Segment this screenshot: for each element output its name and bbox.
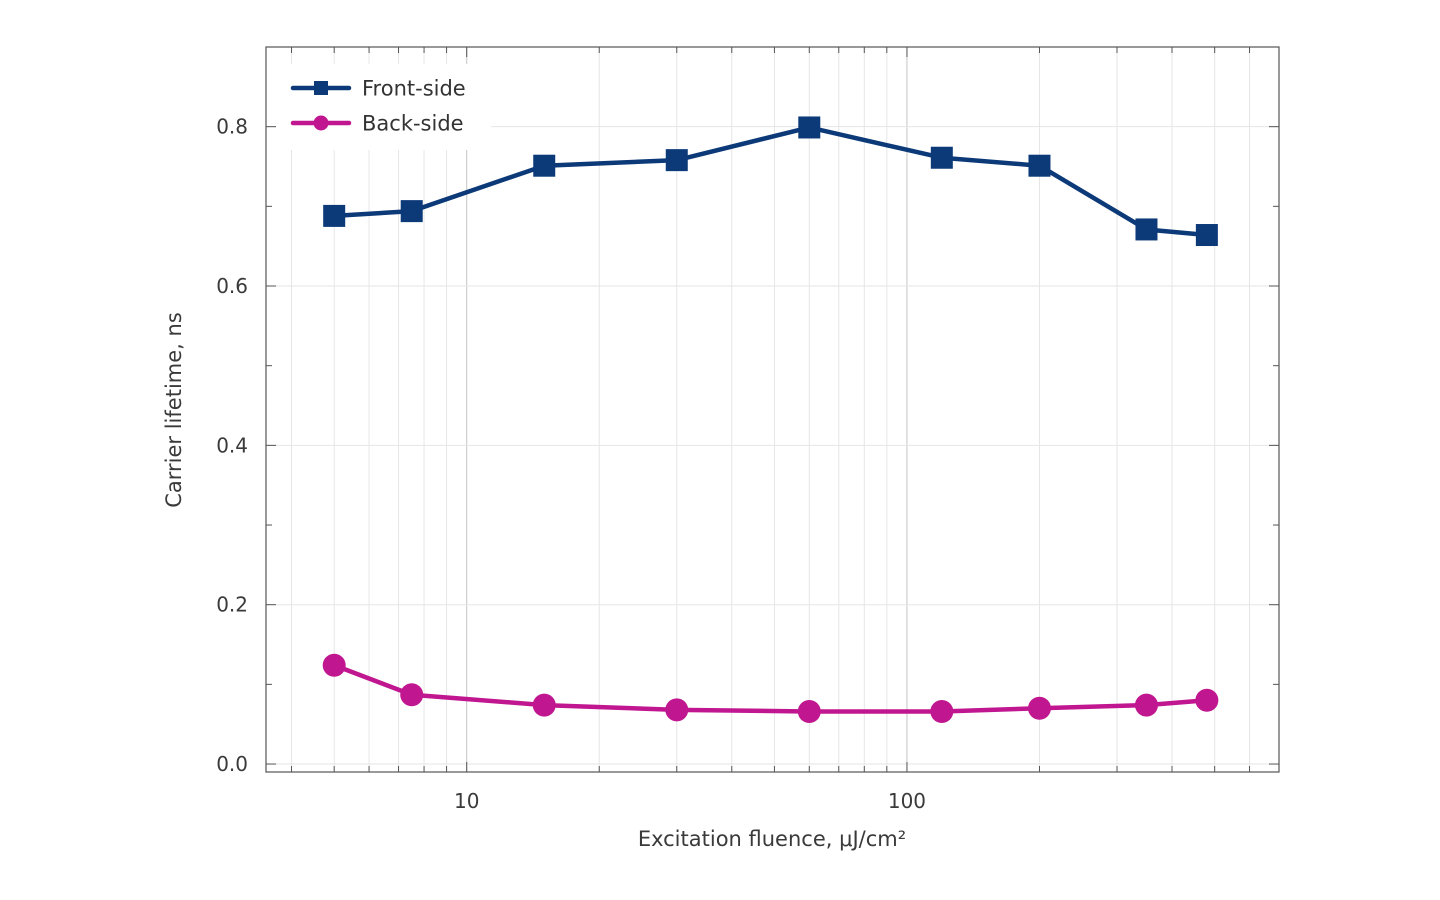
tick-labels: 10 100 0.0 0.2 0.4 0.6 0.8 [216, 115, 926, 813]
data-point [323, 204, 346, 227]
plot-frame [265, 46, 1280, 773]
legend-label: Back-side [362, 112, 464, 136]
data-point [665, 149, 688, 172]
data-point [1195, 688, 1219, 712]
data-point [1027, 696, 1051, 720]
data-point [798, 116, 821, 139]
x-tick-label: 100 [888, 789, 926, 813]
legend-square-marker [314, 81, 328, 95]
data-point [322, 653, 346, 677]
data-point [1135, 218, 1158, 241]
data-point [400, 200, 423, 223]
data-point [665, 698, 689, 722]
legend-label: Front-side [362, 77, 466, 101]
legend-circle-marker [313, 115, 329, 131]
legend: Front-side Back-side [276, 64, 491, 150]
y-tick-label: 0.6 [216, 274, 248, 298]
data-point [533, 154, 556, 177]
data-point [400, 683, 424, 707]
data-point [930, 699, 954, 723]
y-tick-label: 0.2 [216, 593, 248, 617]
y-tick-label: 0.0 [216, 752, 248, 776]
axis-ticks [266, 47, 1280, 772]
data-point [797, 699, 821, 723]
data-point [1195, 224, 1218, 247]
data-point [1028, 154, 1051, 177]
legend-item: Front-side [290, 77, 466, 101]
series-back-side [322, 653, 1219, 723]
series-group [322, 116, 1219, 723]
y-tick-label: 0.4 [216, 433, 248, 457]
legend-item: Back-side [290, 112, 464, 136]
y-tick-label: 0.8 [216, 115, 248, 139]
x-axis-label: Excitation fluence, μJ/cm² [638, 827, 906, 851]
data-point [532, 693, 556, 717]
legend-box [276, 64, 491, 150]
y-axis-label: Carrier lifetime, ns [162, 312, 186, 508]
x-tick-label: 10 [454, 789, 479, 813]
grid-lines [266, 47, 1280, 772]
data-point [1134, 693, 1158, 717]
data-point [930, 146, 953, 169]
series-front-side [323, 116, 1218, 247]
series-line [333, 663, 1208, 714]
